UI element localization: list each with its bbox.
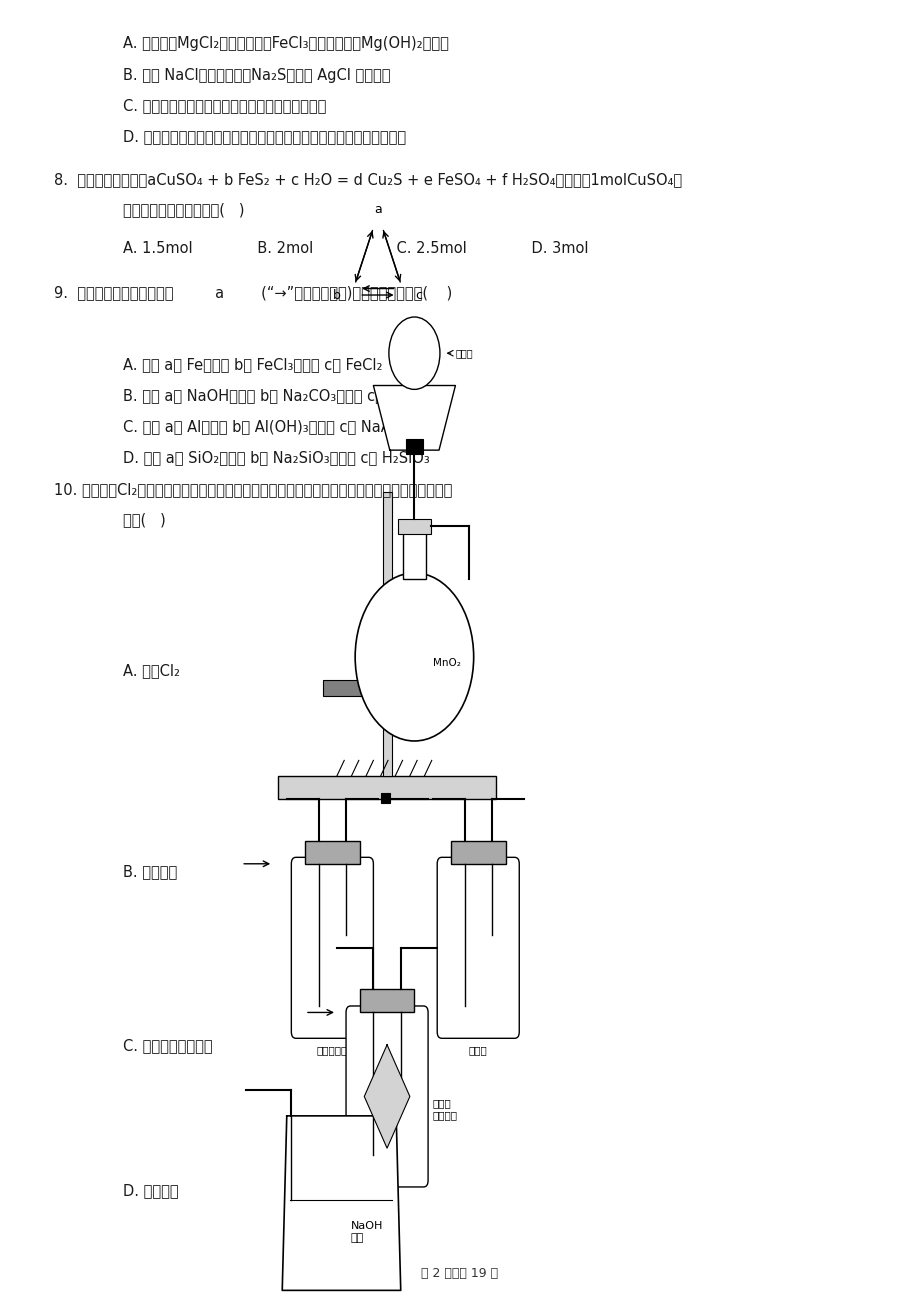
Bar <box>450 840 505 864</box>
Text: B. 除去杂质: B. 除去杂质 <box>122 864 176 878</box>
Text: 的是(   ): 的是( ) <box>122 513 165 527</box>
Text: 10. 下列制取Cl₂、除去杂质、验证其是否具有漂白性、进行尾气处理的装置和原理能达到实验目的: 10. 下列制取Cl₂、除去杂质、验证其是否具有漂白性、进行尾气处理的装置和原理… <box>54 483 452 497</box>
Circle shape <box>355 572 473 742</box>
Bar <box>278 775 496 799</box>
Text: a: a <box>374 203 381 216</box>
Text: D. 尾气处理: D. 尾气处理 <box>122 1183 178 1198</box>
Text: A. 制取Cl₂: A. 制取Cl₂ <box>122 664 179 678</box>
Bar <box>398 519 430 535</box>
Bar <box>403 528 425 579</box>
Text: 9.  下列各组物质中，不能按         a        (“→”表示一步完成)关系相互转化的是(    ): 9. 下列各组物质中，不能按 a (“→”表示一步完成)关系相互转化的是( ) <box>54 285 452 299</box>
Text: 湖湿的
有色布条: 湖湿的 有色布条 <box>432 1098 457 1120</box>
Text: A. 除去酸性MgCl₂溶液中少量的FeCl₃；加入足量的Mg(OH)₂并过滤: A. 除去酸性MgCl₂溶液中少量的FeCl₃；加入足量的Mg(OH)₂并过滤 <box>122 36 448 52</box>
Bar <box>380 792 390 803</box>
Text: 饱和食盐水: 饱和食盐水 <box>316 1045 347 1055</box>
Bar <box>359 989 414 1012</box>
Text: C. 物质 a： Al；物质 b： Al(OH)₃；物质 c： NaAlO₂: C. 物质 a： Al；物质 b： Al(OH)₃；物质 c： NaAlO₂ <box>122 419 412 435</box>
Text: 加反应，转移的电子数为(   ): 加反应，转移的电子数为( ) <box>122 202 244 217</box>
Polygon shape <box>364 1045 409 1149</box>
Text: C. 除去石英中的少量碳酸钙：用稀盐酸溶解后过滤: C. 除去石英中的少量碳酸钙：用稀盐酸溶解后过滤 <box>122 99 325 113</box>
FancyBboxPatch shape <box>346 1006 427 1187</box>
Circle shape <box>389 317 439 389</box>
Polygon shape <box>282 1116 401 1291</box>
Text: b: b <box>333 289 341 302</box>
Text: C. 验证是否有漂白性: C. 验证是否有漂白性 <box>122 1038 212 1054</box>
Bar <box>406 438 422 454</box>
Text: 浓硫酸: 浓硫酸 <box>469 1045 487 1055</box>
Text: A. 物质 a： Fe；物质 b： FeCl₃；物质 c： FeCl₂: A. 物质 a： Fe；物质 b： FeCl₃；物质 c： FeCl₂ <box>122 356 381 372</box>
Text: B. 物质 a： NaOH；物质 b： Na₂CO₃；物质 c： NaHCO₃: B. 物质 a： NaOH；物质 b： Na₂CO₃；物质 c： NaHCO₃ <box>122 388 447 403</box>
Text: 稀盐酸: 稀盐酸 <box>455 349 472 358</box>
Text: 8.  已知化学方程式：aCuSO₄ + b FeS₂ + c H₂O = d Cu₂S + e FeSO₄ + f H₂SO₄，则每当1molCuSO₄参: 8. 已知化学方程式：aCuSO₄ + b FeS₂ + c H₂O = d C… <box>54 172 682 187</box>
Text: 第 2 页，共 19 页: 第 2 页，共 19 页 <box>421 1267 498 1280</box>
Text: c: c <box>414 289 421 302</box>
FancyBboxPatch shape <box>291 857 373 1038</box>
Bar <box>323 680 382 696</box>
Bar <box>305 840 359 864</box>
Text: D. 除去氯化钠固体中的少量纯碱：加入足量氯化钙，过滤、蒸发、结晶: D. 除去氯化钠固体中的少量纯碱：加入足量氯化钙，过滤、蒸发、结晶 <box>122 130 405 144</box>
Text: D. 物质 a： SiO₂；物质 b： Na₂SiO₃；物质 c： H₂SiO₃: D. 物质 a： SiO₂；物质 b： Na₂SiO₃；物质 c： H₂SiO₃ <box>122 450 429 466</box>
Text: MnO₂: MnO₂ <box>432 658 460 669</box>
Polygon shape <box>373 385 455 450</box>
Text: B. 除去 NaCl溶液中少量的Na₂S；加入 AgCl 后再过滤: B. 除去 NaCl溶液中少量的Na₂S；加入 AgCl 后再过滤 <box>122 68 390 82</box>
FancyBboxPatch shape <box>437 857 518 1038</box>
Text: NaOH
溶液: NaOH 溶液 <box>350 1222 382 1242</box>
Bar <box>382 492 391 775</box>
Text: A. 1.5mol              B. 2mol                  C. 2.5mol              D. 3mol: A. 1.5mol B. 2mol C. 2.5mol D. 3mol <box>122 241 587 256</box>
